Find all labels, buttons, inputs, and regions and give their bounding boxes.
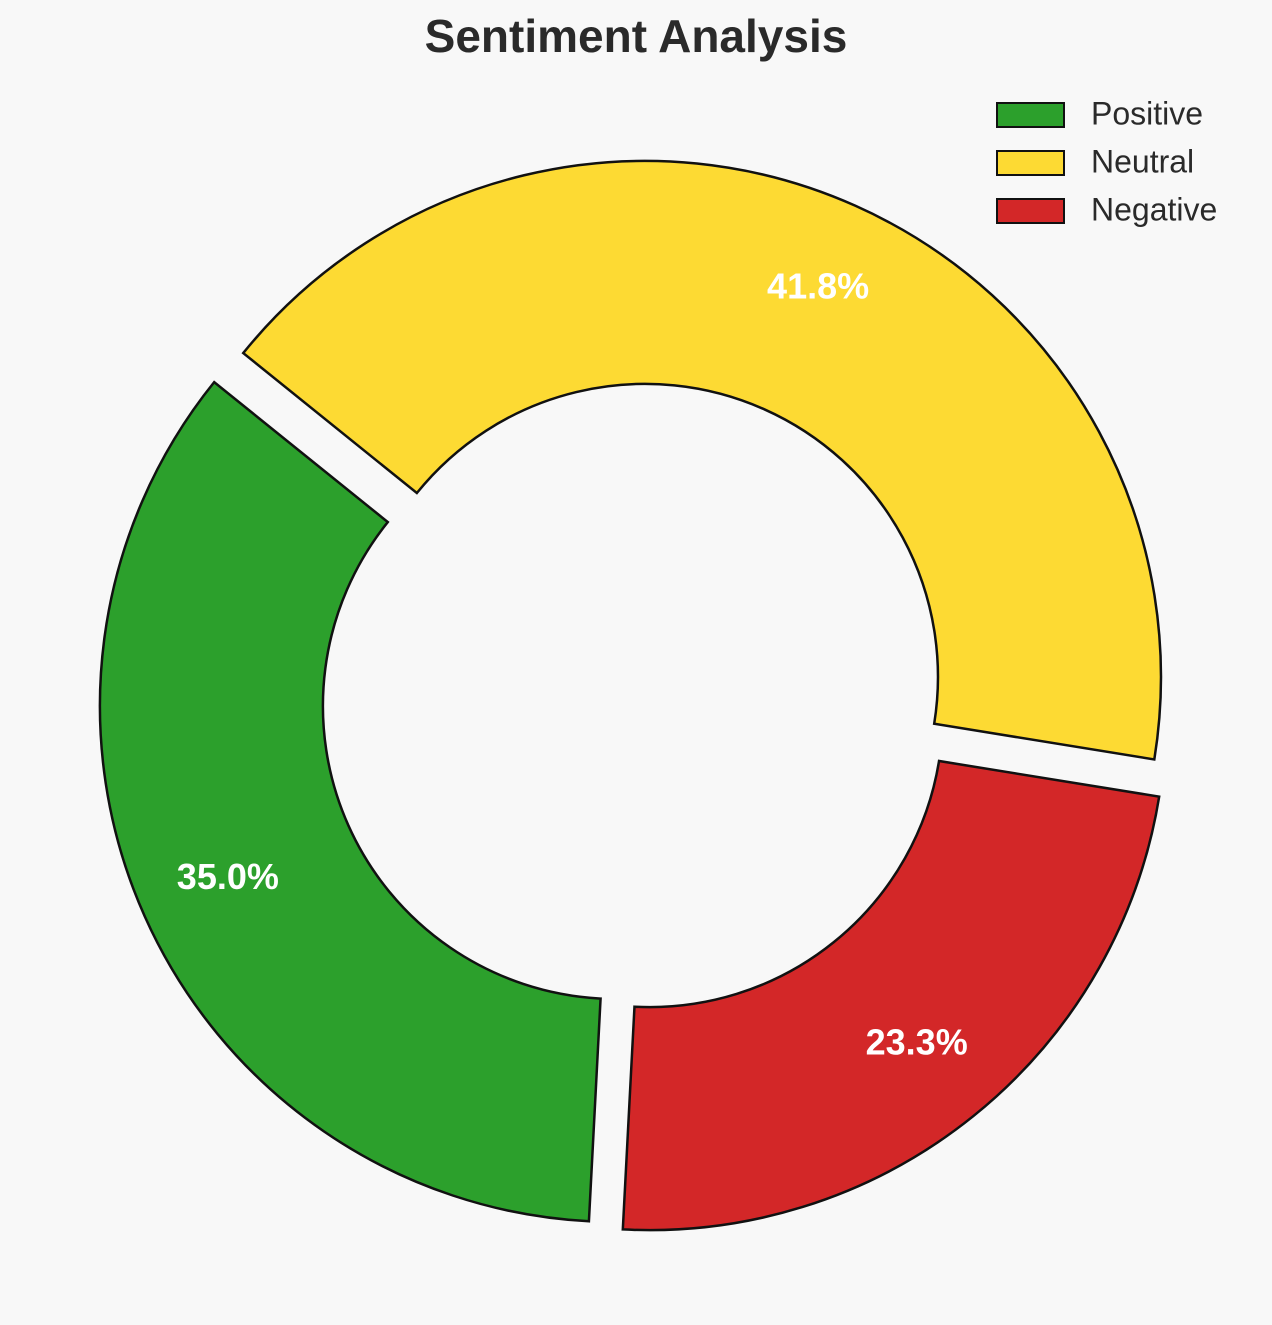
donut-slice: [241, 159, 1163, 761]
legend-swatch: [996, 150, 1065, 176]
legend-label: Positive: [1091, 95, 1203, 131]
value-label: 41.8%: [767, 265, 869, 306]
legend-label: Negative: [1091, 191, 1217, 227]
donut-slice: [621, 759, 1161, 1232]
legend-swatch: [996, 102, 1065, 128]
donut-slice: [98, 380, 602, 1223]
legend-label: Neutral: [1091, 143, 1194, 179]
value-label: 35.0%: [177, 856, 279, 897]
value-label: 23.3%: [866, 1021, 968, 1062]
legend-swatch: [996, 198, 1065, 224]
chart-title: Sentiment Analysis: [425, 10, 848, 62]
